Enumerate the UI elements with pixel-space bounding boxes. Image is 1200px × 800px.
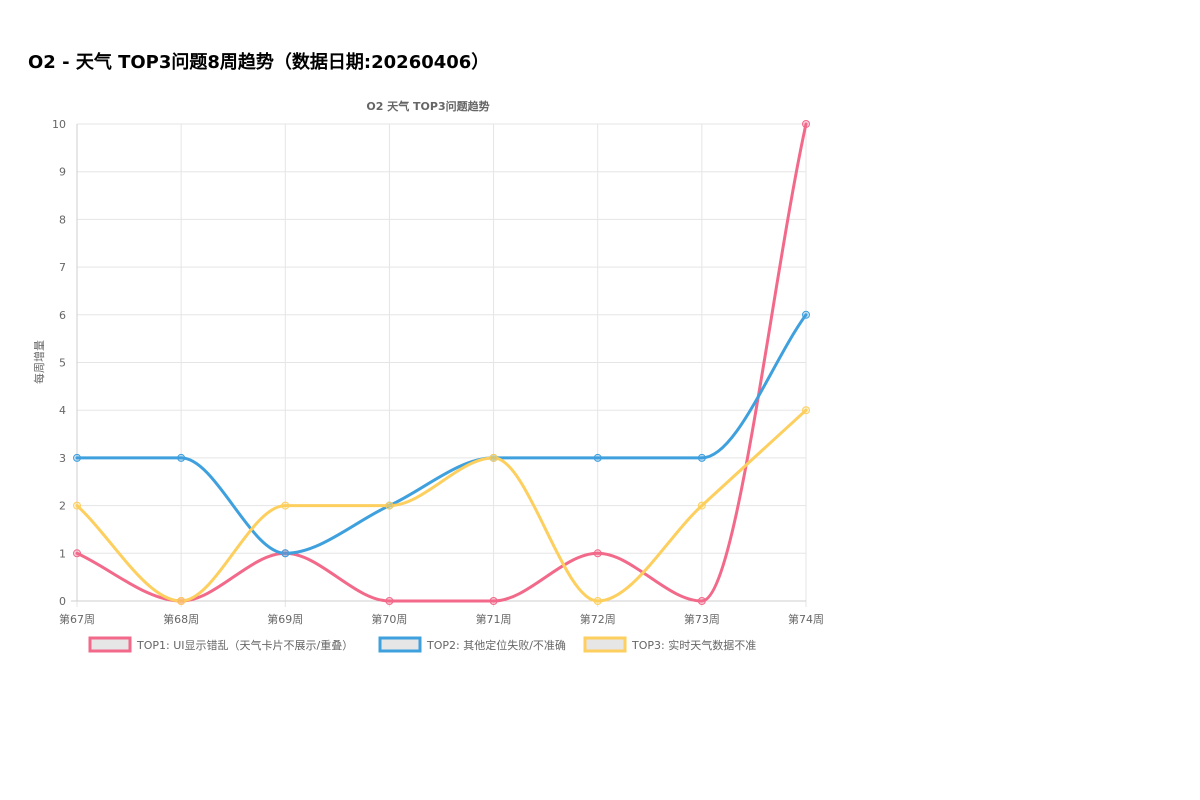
- chart-title: O2 天气 TOP3问题趋势: [366, 99, 489, 113]
- x-tick-label: 第71周: [476, 612, 512, 626]
- y-tick-label: 0: [59, 595, 66, 608]
- data-points: [73, 120, 810, 605]
- legend-label: TOP2: 其他定位失败/不准确: [426, 638, 566, 652]
- y-tick-label: 9: [59, 166, 66, 179]
- data-point-top2: [177, 453, 186, 462]
- legend-label: TOP3: 实时天气数据不准: [631, 638, 756, 652]
- legend-swatch: [88, 636, 132, 653]
- x-tick-label: 第69周: [267, 612, 303, 626]
- data-point-top1: [489, 597, 498, 605]
- data-point-top3: [281, 501, 290, 510]
- grid: [76, 123, 807, 607]
- x-tick-label: 第73周: [684, 612, 720, 626]
- legend[interactable]: TOP1: UI显示错乱（天气卡片不展示/重叠） TOP2: 其他定位失败/不准确…: [88, 636, 756, 653]
- y-tick-label: 8: [59, 213, 66, 226]
- series-line-top2: [75, 313, 808, 555]
- data-point-top1: [385, 597, 394, 605]
- data-point-top2: [697, 453, 706, 462]
- data-point-top2: [281, 549, 290, 558]
- y-tick-label: 6: [59, 309, 66, 322]
- y-tick-label: 2: [59, 500, 66, 513]
- data-point-top2: [802, 310, 810, 319]
- series-line-top3: [75, 408, 808, 603]
- data-point-top3: [802, 406, 810, 415]
- x-tick-label: 第70周: [371, 612, 407, 626]
- x-tick-label: 第74周: [788, 612, 824, 626]
- y-tick-label: 5: [59, 357, 66, 370]
- series-lines: [75, 122, 808, 603]
- data-point-top3: [385, 501, 394, 510]
- data-point-top2: [73, 453, 81, 462]
- legend-swatch: [583, 636, 627, 653]
- legend-item-top3[interactable]: TOP3: 实时天气数据不准: [583, 636, 756, 653]
- x-tick-label: 第68周: [163, 612, 199, 626]
- legend-item-top2[interactable]: TOP2: 其他定位失败/不准确: [378, 636, 566, 653]
- x-tick-label: 第72周: [580, 612, 616, 626]
- legend-item-top1[interactable]: TOP1: UI显示错乱（天气卡片不展示/重叠）: [88, 636, 353, 653]
- data-point-top3: [73, 501, 81, 510]
- data-point-top3: [593, 597, 602, 605]
- data-point-top3: [697, 501, 706, 510]
- series-line-top1: [75, 122, 808, 603]
- page-title: O2 - 天气 TOP3问题8周趋势（数据日期:20260406）: [28, 52, 490, 73]
- data-point-top2: [593, 453, 602, 462]
- data-point-top1: [73, 549, 81, 558]
- y-tick-label: 3: [59, 452, 66, 465]
- data-point-top1: [802, 120, 810, 128]
- y-axis-title: 每周增量: [32, 340, 46, 384]
- axes: 0 1 2 3 4 5 6 7 8 9 10 第67周 第68周 第69周 第70周 第71周 第72周 第73周…: [52, 118, 824, 626]
- data-point-top1: [593, 549, 602, 558]
- y-tick-label: 10: [52, 118, 66, 131]
- data-point-top3: [177, 597, 186, 605]
- y-tick-label: 4: [59, 404, 66, 417]
- data-point-top1: [697, 597, 706, 605]
- y-tick-label: 1: [59, 547, 66, 560]
- data-point-top3: [489, 453, 498, 462]
- legend-label: TOP1: UI显示错乱（天气卡片不展示/重叠）: [136, 638, 353, 652]
- legend-swatch: [378, 636, 422, 653]
- x-tick-label: 第67周: [59, 612, 95, 626]
- y-tick-label: 7: [59, 261, 66, 274]
